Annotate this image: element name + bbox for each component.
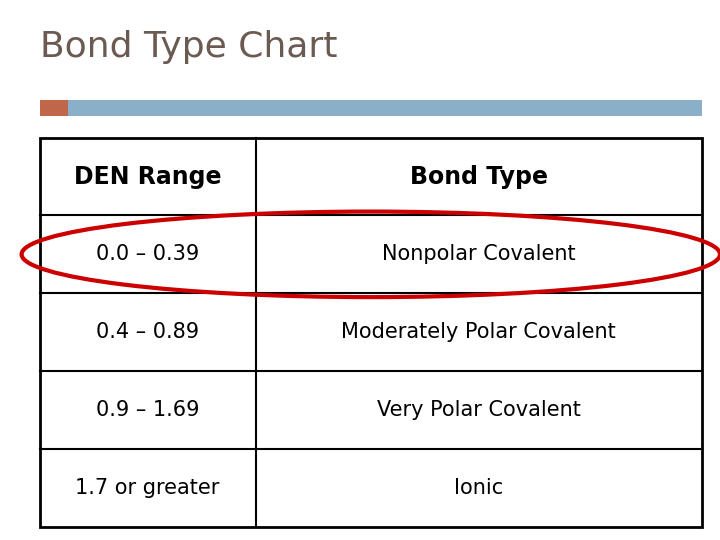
Text: DEN Range: DEN Range	[74, 165, 221, 188]
Text: Ionic: Ionic	[454, 477, 503, 498]
Text: Moderately Polar Covalent: Moderately Polar Covalent	[341, 322, 616, 342]
Text: Nonpolar Covalent: Nonpolar Covalent	[382, 244, 575, 265]
Bar	[40, 100, 68, 116]
Text: Very Polar Covalent: Very Polar Covalent	[377, 400, 581, 420]
Text: 0.9 – 1.69: 0.9 – 1.69	[96, 400, 199, 420]
Bar	[40, 138, 702, 526]
Text: 1.7 or greater: 1.7 or greater	[76, 477, 220, 498]
Text: Bond Type: Bond Type	[410, 165, 548, 188]
Bar	[68, 100, 702, 116]
Text: 0.0 – 0.39: 0.0 – 0.39	[96, 244, 199, 265]
Text: 0.4 – 0.89: 0.4 – 0.89	[96, 322, 199, 342]
Text: Bond Type Chart: Bond Type Chart	[40, 30, 337, 64]
